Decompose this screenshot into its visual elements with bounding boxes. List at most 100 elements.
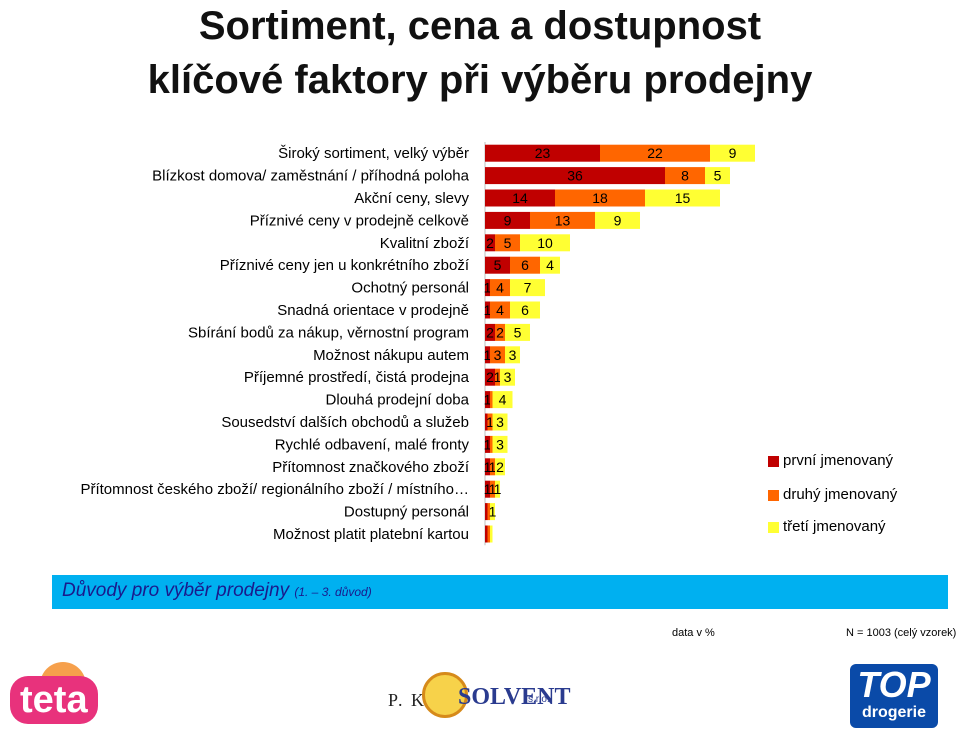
- legend-item-first: první jmenovaný: [768, 452, 893, 469]
- bar-segment-2: [495, 323, 505, 341]
- data-label: 3: [496, 414, 504, 430]
- legend-item-third: třetí jmenovaný: [768, 518, 886, 535]
- data-label: 1: [489, 481, 497, 497]
- category-label: Dlouhá prodejní doba: [326, 392, 470, 409]
- bar-segment-3: [645, 189, 720, 207]
- data-label: 6: [521, 257, 529, 273]
- bar-segment-3: [710, 144, 755, 162]
- category-label: Přítomnost českého zboží/ regionálního z…: [80, 481, 469, 498]
- bar-segment-3: [492, 391, 513, 409]
- category-label: Akční ceny, slevy: [354, 190, 469, 207]
- data-label: 23: [535, 145, 551, 161]
- bar-segment-1: [485, 323, 495, 341]
- category-label: Rychlé odbavení, malé fronty: [275, 436, 470, 453]
- data-label: 3: [496, 436, 504, 452]
- bar-segment-2: [487, 503, 490, 521]
- data-label: 1: [489, 504, 497, 520]
- bar-segment-2: [490, 279, 510, 297]
- bar-segment-1: [485, 458, 490, 476]
- data-label: 3: [494, 347, 502, 363]
- legend-swatch-first: [768, 455, 779, 467]
- bar-segment-3: [510, 301, 540, 319]
- bar-segment-1: [485, 189, 555, 207]
- data-label: 14: [512, 190, 528, 206]
- data-label: 18: [592, 190, 608, 206]
- data-label: 1: [494, 481, 502, 497]
- data-label: 36: [567, 168, 583, 184]
- solvent-logo-sro: s.r.o.: [528, 694, 550, 705]
- bar-segment-3: [495, 458, 505, 476]
- data-label: 2: [496, 324, 504, 340]
- data-label: 1: [484, 436, 492, 452]
- data-label: 1: [484, 459, 492, 475]
- bar-segment-2: [600, 144, 710, 162]
- bar-segment-2: [510, 256, 540, 274]
- bar-segment-3: [520, 234, 570, 252]
- data-label: 2: [486, 235, 494, 251]
- category-label: Blízkost domova/ zaměstnání / příhodná p…: [152, 168, 470, 185]
- data-label: 5: [494, 257, 502, 273]
- data-label: 1: [484, 347, 492, 363]
- data-label: 5: [504, 235, 512, 251]
- bar-segment-3: [492, 413, 508, 431]
- bar-segment-2: [555, 189, 645, 207]
- solvent-logo-sun: [422, 672, 468, 718]
- bar-segment-2: [487, 525, 490, 543]
- bar-segment-1: [485, 211, 530, 229]
- bar-segment-3: [500, 368, 515, 386]
- legend-swatch-third: [768, 521, 779, 533]
- bar-segment-1: [485, 167, 665, 185]
- top-logo-subword: drogerie: [861, 704, 926, 721]
- category-label: Přítomnost značkového zboží: [272, 459, 470, 476]
- data-label: 1: [486, 414, 494, 430]
- bar-segment-1: [485, 413, 488, 431]
- data-label: 1: [484, 280, 492, 296]
- bar-segment-3: [595, 211, 640, 229]
- category-label: Příznivé ceny jen u konkrétního zboží: [220, 257, 470, 274]
- data-label: 4: [496, 280, 504, 296]
- bar-segment-2: [490, 435, 493, 453]
- bar-segment-1: [485, 480, 490, 498]
- bar-segment-2: [490, 480, 495, 498]
- data-label: 1: [484, 481, 492, 497]
- page-title-line-1: Sortiment, cena a dostupnost: [198, 4, 762, 48]
- legend-label-first: první jmenovaný: [783, 452, 894, 469]
- data-label: 1: [484, 392, 492, 408]
- teta-logo-word: teta: [10, 676, 98, 724]
- bar-segment-1: [485, 503, 488, 521]
- top-drogerie-logo: TOP drogerie: [850, 664, 938, 728]
- data-label: 22: [647, 145, 663, 161]
- bar-segment-2: [495, 234, 520, 252]
- bar-segment-2: [490, 346, 505, 364]
- bar-segment-1: [485, 234, 495, 252]
- bar-segment-3: [540, 256, 560, 274]
- category-label: Příznivé ceny v prodejně celkově: [250, 212, 469, 229]
- data-label: 3: [504, 369, 512, 385]
- data-unit-note: data v %: [672, 627, 715, 639]
- data-label: 1: [484, 302, 492, 318]
- bar-segment-1: [485, 301, 490, 319]
- banner-text: Důvody pro výběr prodejny (1. – 3. důvod…: [62, 580, 372, 602]
- data-label: 4: [496, 302, 504, 318]
- solvent-logo: P. K. SOLVENT s.r.o.: [388, 672, 588, 724]
- bar-segment-2: [490, 391, 493, 409]
- data-label: 1: [489, 459, 497, 475]
- category-label: Snadná orientace v prodejně: [277, 302, 469, 319]
- legend-swatch-second: [768, 489, 779, 501]
- legend-item-second: druhý jmenovaný: [768, 486, 897, 503]
- legend-label-third: třetí jmenovaný: [783, 518, 886, 535]
- data-label: 3: [509, 347, 517, 363]
- data-label: 4: [546, 257, 554, 273]
- section-banner: Důvody pro výběr prodejny (1. – 3. důvod…: [52, 575, 948, 609]
- bar-segment-1: [485, 144, 600, 162]
- data-label: 5: [514, 324, 522, 340]
- bar-segment-3: [505, 323, 530, 341]
- category-label: Široký sortiment, velký výběr: [278, 145, 469, 162]
- bar-segment-3: [490, 525, 493, 543]
- solvent-logo-pk: P. K.: [388, 690, 433, 710]
- data-label: 4: [499, 392, 507, 408]
- category-label: Příjemné prostředí, čistá prodejna: [244, 369, 470, 386]
- bar-segment-1: [485, 525, 488, 543]
- data-label: 9: [614, 212, 622, 228]
- bar-segment-3: [492, 435, 508, 453]
